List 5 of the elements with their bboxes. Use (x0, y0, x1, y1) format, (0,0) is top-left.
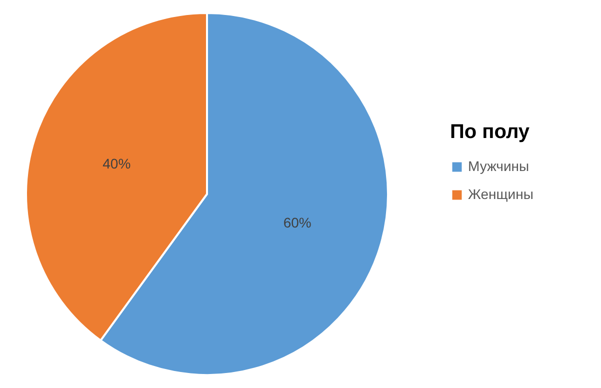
legend-label: Женщины (468, 186, 534, 202)
legend-label: Мужчины (468, 158, 530, 174)
data-label: 60% (283, 214, 312, 230)
legend-title: По полу (450, 121, 530, 143)
data-label: 40% (102, 156, 131, 172)
